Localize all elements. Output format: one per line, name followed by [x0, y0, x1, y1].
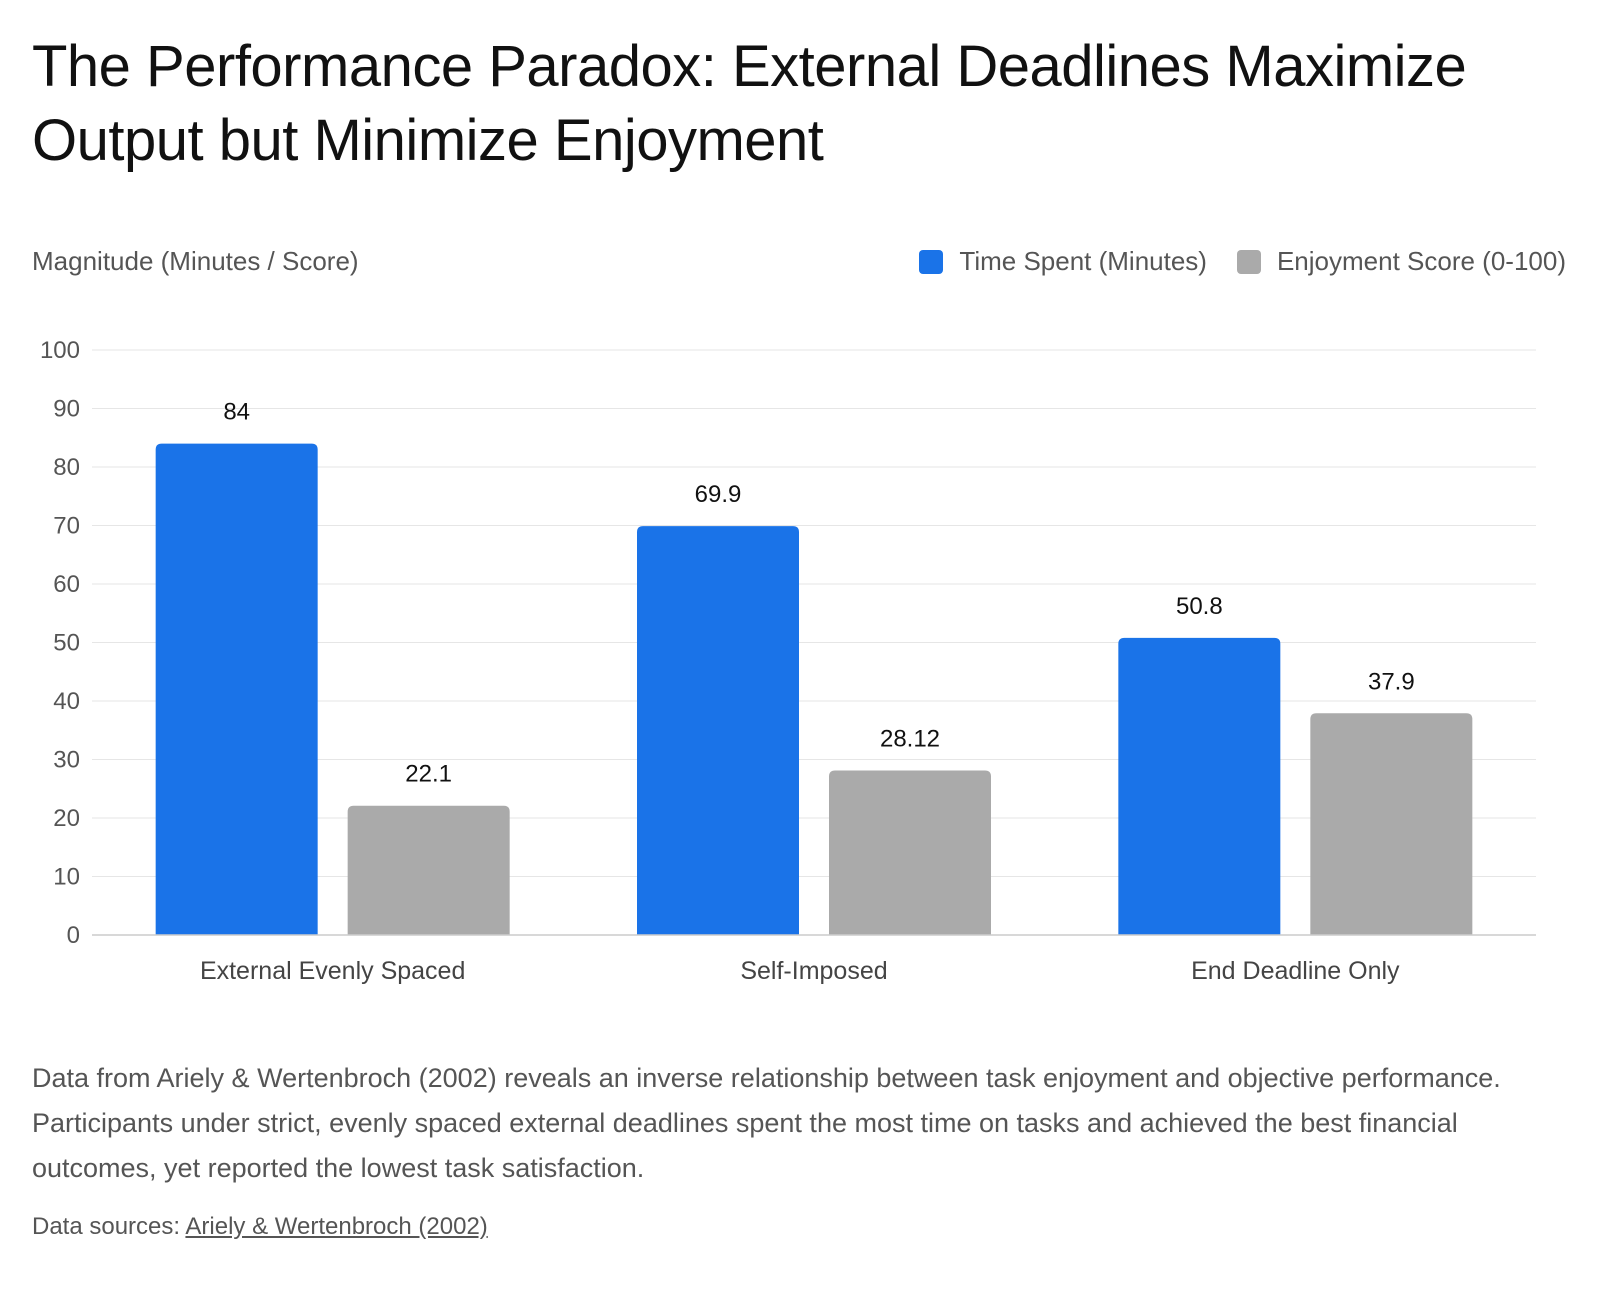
- y-tick-label: 40: [53, 688, 80, 715]
- y-tick-label: 60: [53, 571, 80, 598]
- legend-item-enjoyment-score: Enjoyment Score (0-100): [1236, 246, 1566, 277]
- y-tick-label: 0: [67, 922, 80, 949]
- y-axis-ticks: 0 10 20 30 40 50 60 70 80 90 100: [40, 337, 80, 949]
- y-tick-label: 70: [53, 513, 80, 540]
- data-label-time-spent-minutes-end-deadline-only: 50.8: [1176, 593, 1223, 620]
- gridlines: [92, 349, 1536, 877]
- chart-title: The Performance Paradox: External Deadli…: [32, 34, 1467, 173]
- data-label-time-spent-minutes-external-evenly-spaced: 84: [223, 399, 250, 426]
- x-category-label-end-deadline-only: End Deadline Only: [1191, 957, 1400, 985]
- legend-item-time-spent: Time Spent (Minutes): [919, 246, 1207, 277]
- y-tick-label: 80: [53, 454, 80, 481]
- data-label-enjoyment-score-0-100-external-evenly-spaced: 22.1: [405, 761, 452, 788]
- y-tick-label: 100: [40, 337, 80, 364]
- bars: [155, 443, 1473, 935]
- bar-chart: 0 10 20 30 40 50 60 70 80 90 100 84 22.1 69.9 28.12 50…: [40, 337, 1536, 985]
- bar-time-spent-minutes-self-imposed: [637, 526, 799, 935]
- legend-label-enjoyment-score: Enjoyment Score (0-100): [1276, 246, 1566, 276]
- y-tick-label: 90: [53, 396, 80, 423]
- y-tick-label: 10: [53, 864, 80, 891]
- y-tick-label: 50: [53, 630, 80, 657]
- chart-description: Data from Ariely & Wertenbroch (2002) re…: [32, 1063, 1501, 1183]
- data-label-enjoyment-score-0-100-end-deadline-only: 37.9: [1368, 668, 1415, 695]
- bar-time-spent-minutes-external-evenly-spaced: [155, 443, 318, 935]
- x-axis-categories: External Evenly Spaced Self-Imposed End De…: [200, 957, 1400, 985]
- data-label-enjoyment-score-0-100-self-imposed: 28.12: [880, 725, 940, 752]
- bar-time-spent-minutes-end-deadline-only: [1118, 637, 1281, 935]
- chart-legend: Time Spent (Minutes) Enjoyment Score (0-…: [919, 246, 1566, 277]
- bar-enjoyment-score-0-100-self-imposed: [829, 770, 991, 935]
- y-tick-label: 30: [53, 747, 80, 774]
- y-axis-title: Magnitude (Minutes / Score): [32, 246, 359, 276]
- data-sources: Data sources: Ariely & Wertenbroch (2002…: [32, 1213, 488, 1241]
- sources-prefix: Data sources:: [32, 1213, 186, 1240]
- x-category-label-external-evenly-spaced: External Evenly Spaced: [200, 957, 465, 985]
- y-tick-label: 20: [53, 805, 80, 832]
- bar-enjoyment-score-0-100-end-deadline-only: [1310, 713, 1473, 935]
- x-category-label-self-imposed: Self-Imposed: [740, 957, 887, 985]
- bar-enjoyment-score-0-100-external-evenly-spaced: [347, 805, 510, 935]
- source-link[interactable]: Ariely & Wertenbroch (2002): [185, 1213, 488, 1240]
- data-label-time-spent-minutes-self-imposed: 69.9: [695, 481, 742, 508]
- legend-label-time-spent: Time Spent (Minutes): [959, 246, 1207, 276]
- legend-swatch-time-spent: [919, 249, 944, 274]
- legend-swatch-enjoyment-score: [1236, 249, 1261, 274]
- data-labels: 84 22.1 69.9 28.12 50.8 37.9: [223, 399, 1414, 788]
